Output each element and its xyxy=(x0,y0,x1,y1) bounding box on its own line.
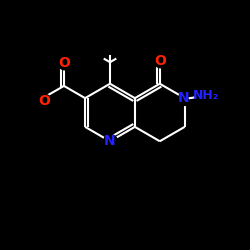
Text: NH₂: NH₂ xyxy=(193,89,219,102)
Text: N: N xyxy=(178,91,189,105)
Text: O: O xyxy=(58,56,70,70)
Text: N: N xyxy=(104,134,116,148)
Text: O: O xyxy=(154,54,166,68)
Text: O: O xyxy=(38,94,50,108)
